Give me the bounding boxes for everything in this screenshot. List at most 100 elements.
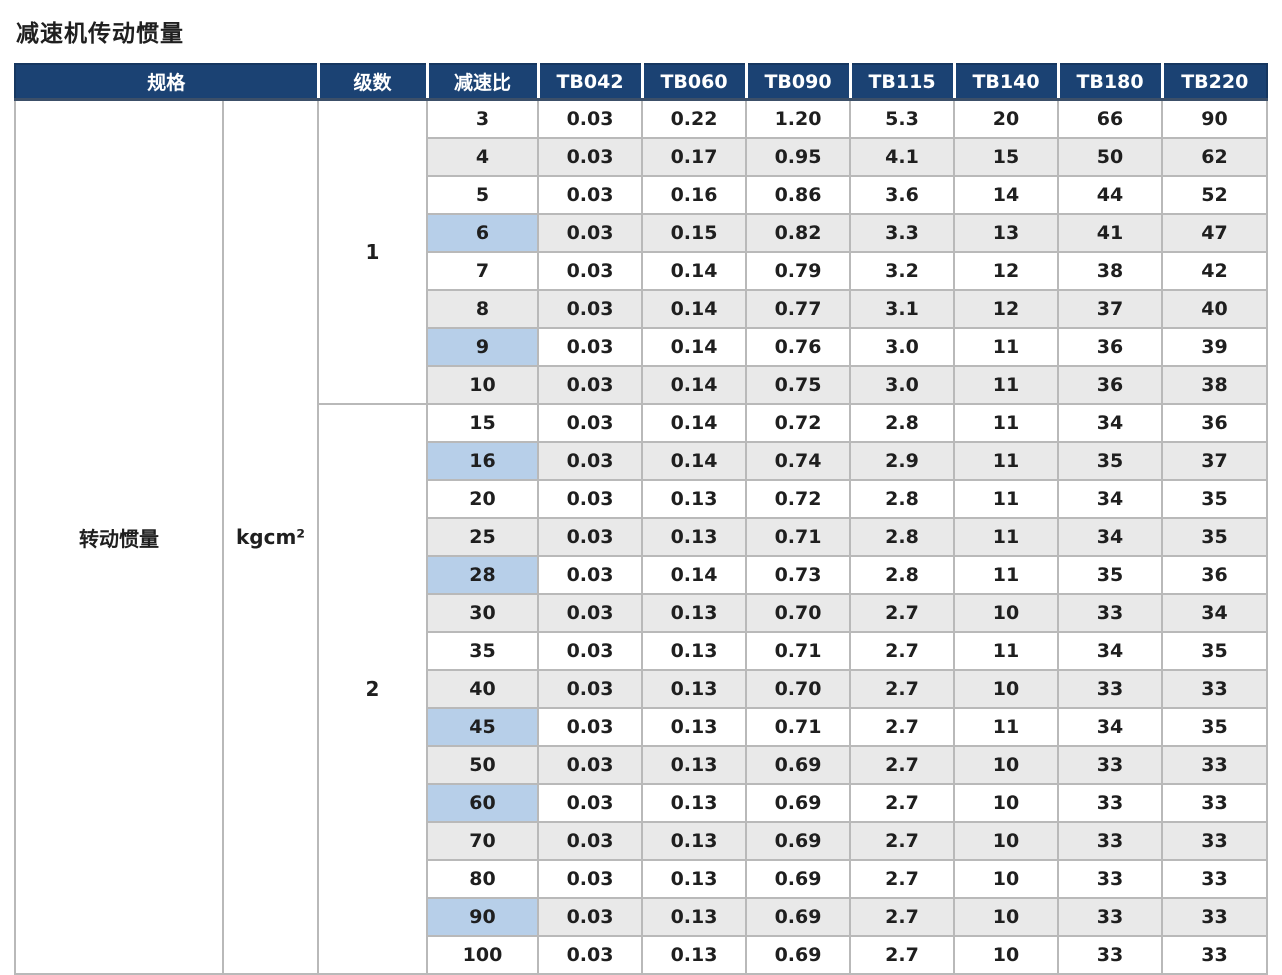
inertia-value-cell: 11 bbox=[953, 441, 1060, 481]
inertia-value-cell: 10 bbox=[953, 859, 1060, 899]
inertia-value-cell: 37 bbox=[1057, 289, 1164, 329]
table-row: 70 0.03 0.13 0.69 2.7 10 33 33 bbox=[15, 821, 1269, 861]
inertia-value-cell: 33 bbox=[1057, 745, 1164, 785]
inertia-value-cell: 0.03 bbox=[537, 175, 644, 215]
inertia-value-cell: 41 bbox=[1057, 213, 1164, 253]
inertia-value-cell: 0.03 bbox=[537, 251, 644, 291]
inertia-value-cell: 2.8 bbox=[849, 403, 956, 443]
inertia-value-cell: 10 bbox=[953, 897, 1060, 937]
inertia-value-cell: 11 bbox=[953, 517, 1060, 557]
inertia-value-cell: 13 bbox=[953, 213, 1060, 253]
inertia-value-cell: 0.03 bbox=[537, 365, 644, 405]
inertia-value-cell: 0.13 bbox=[641, 707, 748, 747]
table-row: 2 15 0.03 0.14 0.72 2.8 11 34 36 bbox=[15, 403, 1269, 975]
col-header-tb220: TB220 bbox=[1160, 63, 1269, 101]
inertia-value-cell: 33 bbox=[1161, 745, 1269, 785]
col-header-tb140: TB140 bbox=[952, 63, 1060, 101]
inertia-value-cell: 34 bbox=[1057, 479, 1164, 519]
inertia-value-cell: 1.20 bbox=[745, 98, 852, 139]
table-row: 9 0.03 0.14 0.76 3.0 11 36 39 bbox=[15, 327, 1269, 367]
ratio-cell: 35 bbox=[426, 631, 540, 671]
ratio-cell: 5 bbox=[426, 175, 540, 215]
inertia-value-cell: 15 bbox=[953, 137, 1060, 177]
inertia-value-cell: 33 bbox=[1161, 859, 1269, 899]
inertia-value-cell: 0.69 bbox=[745, 935, 852, 975]
inertia-value-cell: 0.03 bbox=[537, 935, 644, 975]
inertia-value-cell: 35 bbox=[1161, 517, 1269, 557]
inertia-value-cell: 11 bbox=[953, 327, 1060, 367]
inertia-value-cell: 37 bbox=[1161, 441, 1269, 481]
inertia-value-cell: 38 bbox=[1057, 251, 1164, 291]
inertia-value-cell: 2.8 bbox=[849, 517, 956, 557]
inertia-value-cell: 52 bbox=[1161, 175, 1269, 215]
ratio-cell: 7 bbox=[426, 251, 540, 291]
inertia-value-cell: 20 bbox=[953, 98, 1060, 139]
inertia-value-cell: 0.69 bbox=[745, 783, 852, 823]
ratio-cell: 45 bbox=[426, 707, 540, 747]
inertia-value-cell: 36 bbox=[1161, 555, 1269, 595]
ratio-cell: 100 bbox=[426, 935, 540, 975]
inertia-value-cell: 11 bbox=[953, 707, 1060, 747]
col-header-tb180: TB180 bbox=[1056, 63, 1164, 101]
inertia-value-cell: 0.14 bbox=[641, 555, 748, 595]
inertia-value-cell: 0.03 bbox=[537, 213, 644, 253]
inertia-value-cell: 0.03 bbox=[537, 897, 644, 937]
inertia-value-cell: 0.14 bbox=[641, 403, 748, 443]
inertia-value-cell: 0.69 bbox=[745, 821, 852, 861]
inertia-value-cell: 0.03 bbox=[537, 289, 644, 329]
table-row: 60 0.03 0.13 0.69 2.7 10 33 33 bbox=[15, 783, 1269, 823]
inertia-value-cell: 34 bbox=[1057, 517, 1164, 557]
inertia-value-cell: 34 bbox=[1057, 631, 1164, 671]
inertia-value-cell: 0.13 bbox=[641, 745, 748, 785]
inertia-value-cell: 0.71 bbox=[745, 517, 852, 557]
inertia-value-cell: 0.77 bbox=[745, 289, 852, 329]
table-row: 80 0.03 0.13 0.69 2.7 10 33 33 bbox=[15, 859, 1269, 899]
inertia-value-cell: 34 bbox=[1057, 707, 1164, 747]
ratio-cell: 20 bbox=[426, 479, 540, 519]
inertia-value-cell: 33 bbox=[1161, 897, 1269, 937]
inertia-value-cell: 36 bbox=[1057, 365, 1164, 405]
inertia-value-cell: 11 bbox=[953, 555, 1060, 595]
table-row: 10 0.03 0.14 0.75 3.0 11 36 38 bbox=[15, 365, 1269, 405]
col-header-spec: 规格 bbox=[13, 63, 320, 101]
inertia-value-cell: 0.13 bbox=[641, 783, 748, 823]
inertia-value-cell: 4.1 bbox=[849, 137, 956, 177]
col-header-stages: 级数 bbox=[316, 63, 429, 101]
inertia-table: 规格 级数 减速比 TB042 TB060 TB090 TB115 TB140 … bbox=[13, 63, 1269, 975]
inertia-value-cell: 0.69 bbox=[745, 745, 852, 785]
inertia-value-cell: 0.71 bbox=[745, 631, 852, 671]
table-row: 转动惯量 kgcm² 1 3 0.03 0.22 1.20 5.3 20 66 90 bbox=[14, 98, 1269, 975]
col-header-tb090: TB090 bbox=[744, 63, 852, 101]
inertia-value-cell: 35 bbox=[1161, 479, 1269, 519]
ratio-cell: 40 bbox=[426, 669, 540, 709]
table-row: 50 0.03 0.13 0.69 2.7 10 33 33 bbox=[15, 745, 1269, 785]
inertia-value-cell: 34 bbox=[1057, 403, 1164, 443]
inertia-value-cell: 0.03 bbox=[537, 631, 644, 671]
inertia-value-cell: 0.73 bbox=[745, 555, 852, 595]
ratio-cell: 25 bbox=[426, 517, 540, 557]
inertia-value-cell: 0.14 bbox=[641, 441, 748, 481]
inertia-value-cell: 0.13 bbox=[641, 897, 748, 937]
inertia-value-cell: 0.86 bbox=[745, 175, 852, 215]
inertia-value-cell: 0.70 bbox=[745, 593, 852, 633]
inertia-value-cell: 0.03 bbox=[537, 783, 644, 823]
inertia-value-cell: 36 bbox=[1161, 403, 1269, 443]
inertia-value-cell: 3.1 bbox=[849, 289, 956, 329]
ratio-cell: 3 bbox=[426, 98, 540, 139]
inertia-value-cell: 34 bbox=[1161, 593, 1269, 633]
inertia-value-cell: 2.7 bbox=[849, 631, 956, 671]
inertia-value-cell: 0.70 bbox=[745, 669, 852, 709]
stage-count-cell: 2 bbox=[317, 403, 429, 975]
table-body: 转动惯量 kgcm² 1 3 0.03 0.22 1.20 5.3 20 66 90 4 0.03 0.1… bbox=[14, 98, 1269, 975]
inertia-value-cell: 0.03 bbox=[537, 669, 644, 709]
inertia-value-cell: 35 bbox=[1057, 555, 1164, 595]
inertia-value-cell: 33 bbox=[1057, 669, 1164, 709]
inertia-value-cell: 0.72 bbox=[745, 479, 852, 519]
inertia-value-cell: 35 bbox=[1161, 707, 1269, 747]
inertia-value-cell: 2.7 bbox=[849, 593, 956, 633]
inertia-value-cell: 0.17 bbox=[641, 137, 748, 177]
spec-name-cell: 转动惯量 bbox=[14, 98, 224, 975]
table-row: 40 0.03 0.13 0.70 2.7 10 33 33 bbox=[15, 669, 1269, 709]
inertia-value-cell: 3.2 bbox=[849, 251, 956, 291]
